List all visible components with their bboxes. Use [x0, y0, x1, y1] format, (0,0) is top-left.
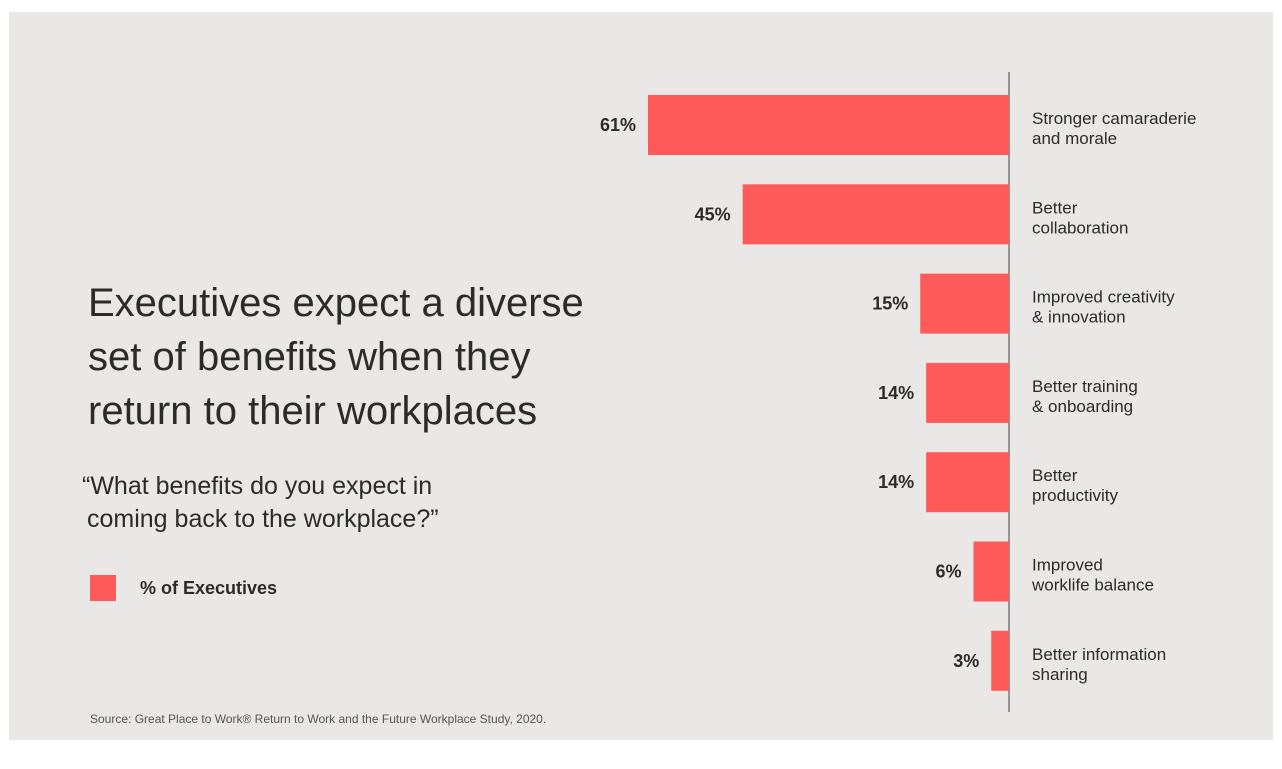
bar: [920, 273, 1009, 334]
bar: [973, 541, 1009, 602]
title-line: Executives expect a diverse: [88, 281, 584, 325]
legend-swatch: [90, 575, 116, 601]
category-label: Better training: [1032, 377, 1138, 396]
bar: [926, 362, 1009, 423]
bar: [926, 452, 1009, 513]
question-line: coming back to the workplace?”: [87, 505, 439, 533]
question-line: “What benefits do you expect in: [82, 472, 433, 500]
category-label: collaboration: [1032, 218, 1128, 237]
category-label: sharing: [1032, 665, 1088, 684]
chart-legend: % of Executives: [90, 575, 277, 601]
category-label: Better: [1032, 198, 1078, 217]
bar: [648, 95, 1009, 155]
category-label: Better information: [1032, 645, 1166, 664]
title-line: set of benefits when they: [88, 335, 531, 379]
page-title: Executives expect a diverse set of benef…: [88, 276, 728, 438]
bar-value-label: 14%: [878, 383, 914, 403]
category-label: Better: [1032, 466, 1078, 485]
category-label: & onboarding: [1032, 397, 1133, 416]
bar: [991, 630, 1009, 691]
bar-value-label: 45%: [695, 204, 731, 224]
background-panel: [9, 12, 1273, 740]
category-label: Improved creativity: [1032, 288, 1175, 307]
bar-value-label: 61%: [600, 115, 636, 135]
title-line: return to their workplaces: [88, 389, 538, 433]
bar-value-label: 14%: [878, 472, 914, 492]
bar-value-label: 15%: [872, 294, 908, 314]
legend-label: % of Executives: [140, 577, 278, 598]
category-label: productivity: [1032, 486, 1118, 505]
survey-question: “What benefits do you expect in coming b…: [82, 470, 602, 536]
bar-value-label: 6%: [935, 562, 961, 582]
category-label: & innovation: [1032, 308, 1126, 327]
bar: [742, 184, 1009, 245]
category-label: and morale: [1032, 129, 1117, 148]
bar-value-label: 3%: [953, 651, 979, 671]
category-label: Stronger camaraderie: [1032, 109, 1196, 128]
source-note: Source: Great Place to Work® Return to W…: [90, 712, 547, 726]
category-label: worklife balance: [1031, 576, 1154, 595]
category-label: Improved: [1032, 556, 1103, 575]
